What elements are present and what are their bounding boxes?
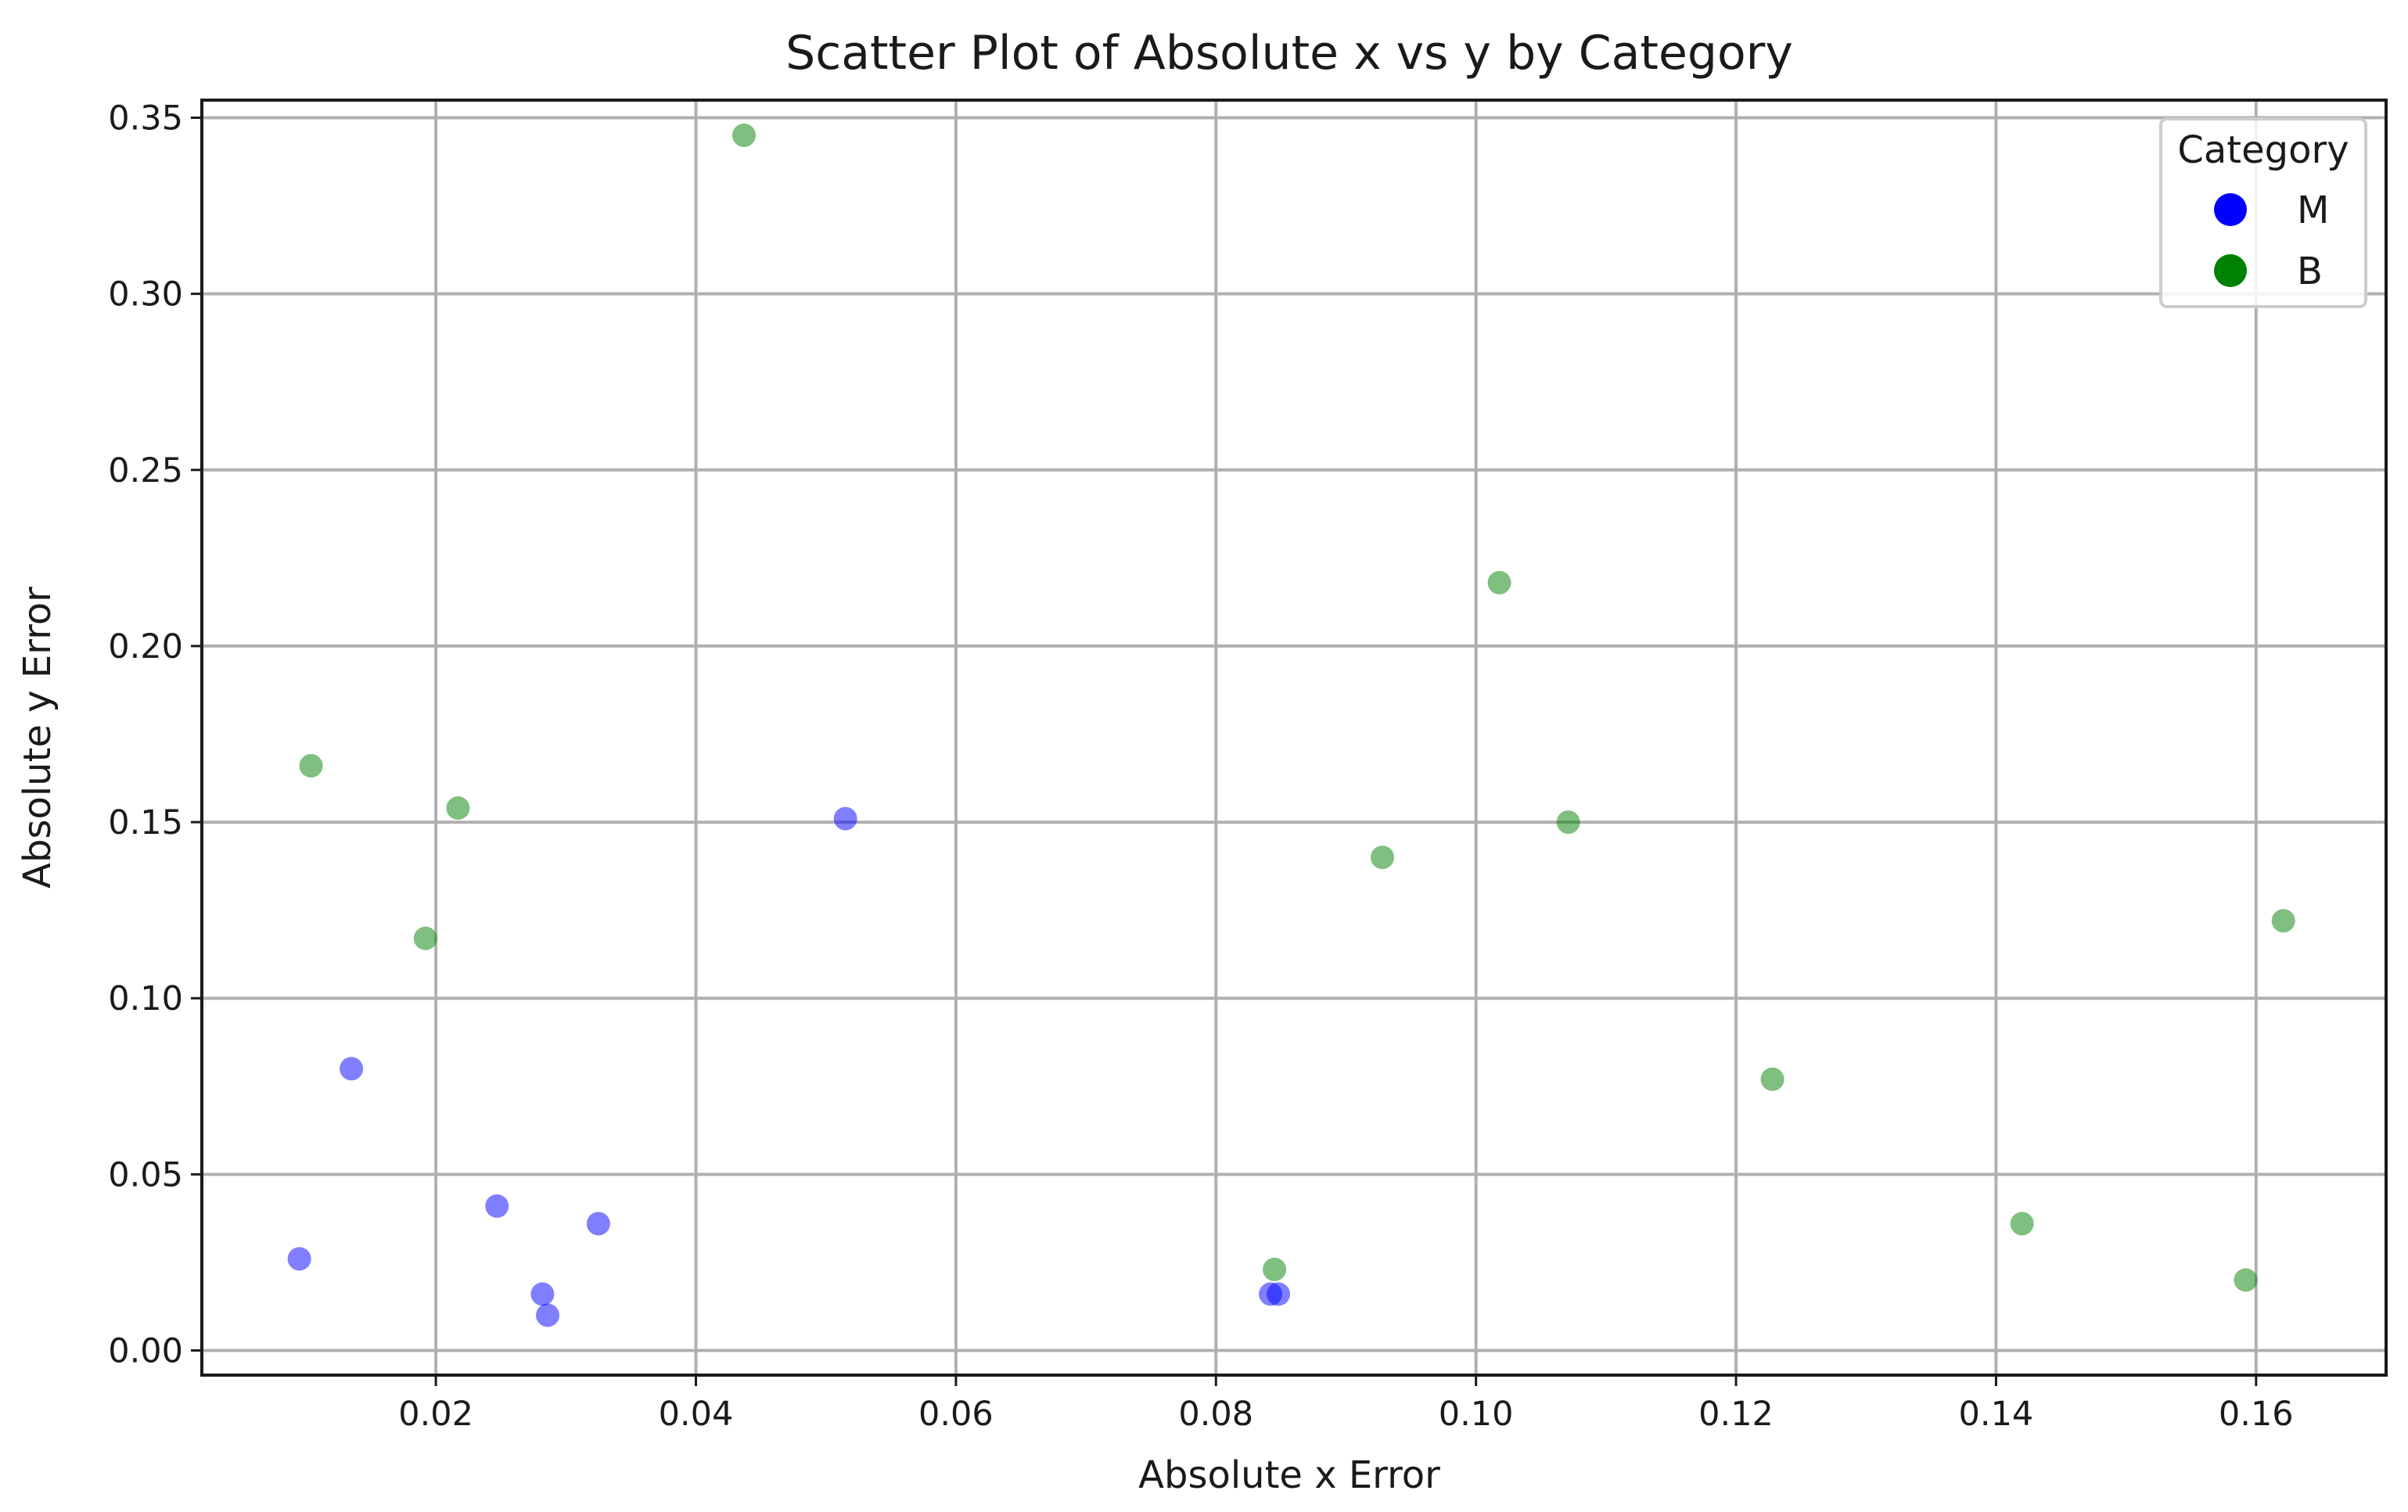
data-point-B <box>2234 1268 2258 1292</box>
x-tick-label: 0.04 <box>659 1395 734 1434</box>
data-point-B <box>1487 570 1511 594</box>
y-tick-label: 0.20 <box>108 627 183 666</box>
axis-ticks: 0.02 0.04 0.06 0.08 0.10 0.12 0.14 0.16 0.00 0.05… <box>108 99 2293 1434</box>
plot-area <box>200 99 2388 1377</box>
legend-box <box>2159 117 2367 308</box>
x-tick-label: 0.14 <box>1959 1395 2034 1434</box>
x-tick-label: 0.08 <box>1178 1395 1253 1434</box>
x-axis-label: Absolute x Error <box>1138 1453 1440 1497</box>
y-tick-label: 0.30 <box>108 275 183 314</box>
y-tick-label: 0.35 <box>108 99 183 138</box>
x-tick-label: 0.12 <box>1698 1395 1774 1434</box>
x-tick-label: 0.06 <box>918 1395 994 1434</box>
data-point-B <box>1760 1067 1784 1091</box>
data-point-B <box>2010 1212 2034 1236</box>
data-point-B <box>2271 909 2295 933</box>
data-points <box>287 124 2295 1327</box>
y-tick-label: 0.15 <box>108 803 183 842</box>
data-point-B <box>413 926 437 950</box>
data-point-B <box>1263 1257 1287 1281</box>
legend-label-M: M <box>2297 189 2329 232</box>
chart-title: Scatter Plot of Absolute x vs y by Categ… <box>785 26 1793 81</box>
legend: Category MB <box>2159 117 2367 308</box>
data-point-B <box>1556 810 1580 835</box>
legend-marker-B <box>2214 254 2247 287</box>
data-point-B <box>446 796 470 821</box>
y-axis-label: Absolute y Error <box>16 587 59 889</box>
y-tick-label: 0.10 <box>108 979 183 1018</box>
data-point-M <box>340 1057 364 1081</box>
legend-label-B: B <box>2297 250 2323 293</box>
data-point-B <box>299 754 323 778</box>
legend-marker-M <box>2214 193 2247 226</box>
legend-entries: MB <box>2214 189 2329 293</box>
y-tick-label: 0.00 <box>108 1331 183 1370</box>
data-point-B <box>732 124 757 148</box>
data-point-M <box>530 1282 555 1306</box>
y-tick-label: 0.25 <box>108 451 183 490</box>
data-point-M <box>586 1212 610 1236</box>
data-point-M <box>485 1194 509 1218</box>
x-tick-label: 0.02 <box>398 1395 473 1434</box>
grid-lines <box>202 100 2386 1375</box>
data-point-M <box>833 806 857 831</box>
y-tick-label: 0.05 <box>108 1155 183 1194</box>
x-tick-label: 0.10 <box>1439 1395 1514 1434</box>
data-point-M <box>536 1303 560 1327</box>
data-point-M <box>287 1247 311 1271</box>
legend-title: Category <box>2177 128 2349 172</box>
x-tick-label: 0.16 <box>2219 1395 2294 1434</box>
data-point-B <box>1371 846 1395 870</box>
data-point-M <box>1267 1282 1291 1306</box>
